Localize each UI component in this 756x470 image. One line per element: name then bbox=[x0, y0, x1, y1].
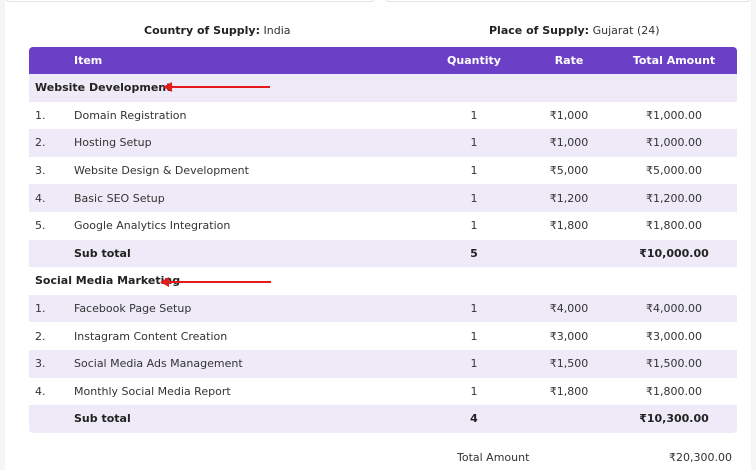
section-header-row: Social Media Marketing bbox=[29, 267, 737, 295]
item-name: Domain Registration bbox=[74, 108, 187, 122]
table-body: Website Development 1. Domain Registration… bbox=[29, 74, 737, 433]
country-of-supply: Country of Supply: India bbox=[144, 24, 291, 37]
item-name: Instagram Content Creation bbox=[74, 329, 228, 343]
item-total: ₹5,000.00 bbox=[646, 164, 702, 178]
item-quantity: 1 bbox=[470, 164, 478, 178]
item-name: Facebook Page Setup bbox=[74, 302, 192, 316]
header-total-amount: Total Amount bbox=[632, 54, 716, 67]
header-item: Item bbox=[74, 54, 103, 67]
item-rate: ₹1,500 bbox=[549, 357, 589, 371]
subtotal-total: ₹10,300.00 bbox=[639, 412, 709, 426]
row-number: 5. bbox=[35, 219, 46, 233]
item-quantity: 1 bbox=[470, 357, 478, 371]
row-number: 2. bbox=[35, 136, 46, 150]
table-header: Item Quantity Rate Total Amount bbox=[29, 47, 737, 74]
item-total: ₹1,800.00 bbox=[646, 384, 702, 398]
table-row: 3. Social Media Ads Management 1 ₹1,500 ₹1,5… bbox=[29, 349, 737, 378]
total-amount-value: ₹20,300.00 bbox=[669, 451, 732, 464]
place-value: Gujarat (24) bbox=[592, 24, 660, 37]
item-rate: ₹3,000 bbox=[549, 329, 589, 343]
invoice-card: Country of Supply: India Place of Supply… bbox=[5, 0, 751, 470]
top-right-panel bbox=[385, 0, 751, 2]
item-quantity: 1 bbox=[470, 108, 478, 122]
item-quantity: 1 bbox=[470, 302, 478, 316]
item-quantity: 1 bbox=[470, 384, 478, 398]
item-rate: ₹4,000 bbox=[549, 302, 589, 316]
country-value: India bbox=[263, 24, 291, 37]
item-name: Monthly Social Media Report bbox=[74, 384, 231, 398]
subtotal-label: Sub total bbox=[74, 246, 131, 260]
row-number: 3. bbox=[35, 164, 46, 178]
subtotal-row: Sub total 5 ₹10,000.00 bbox=[29, 239, 737, 268]
table-row: 1. Facebook Page Setup 1 ₹4,000 ₹4,000.00 bbox=[29, 294, 737, 323]
item-total: ₹1,000.00 bbox=[646, 108, 702, 122]
item-quantity: 1 bbox=[470, 191, 478, 205]
item-total: ₹1,800.00 bbox=[646, 219, 702, 233]
table-row: 2. Hosting Setup 1 ₹1,000 ₹1,000.00 bbox=[29, 129, 737, 157]
row-number: 1. bbox=[35, 302, 46, 316]
annotation-arrow-website-development bbox=[163, 82, 270, 92]
items-table: Item Quantity Rate Total Amount Website … bbox=[29, 47, 737, 433]
subtotal-quantity: 5 bbox=[470, 246, 478, 260]
place-of-supply: Place of Supply: Gujarat (24) bbox=[489, 24, 660, 37]
item-total: ₹1,200.00 bbox=[646, 191, 702, 205]
item-name: Website Design & Development bbox=[74, 164, 249, 178]
row-number: 3. bbox=[35, 357, 46, 371]
section-title: Social Media Marketing bbox=[35, 274, 181, 288]
item-rate: ₹1,800 bbox=[549, 384, 589, 398]
item-rate: ₹5,000 bbox=[549, 164, 589, 178]
item-quantity: 1 bbox=[470, 136, 478, 150]
top-left-panel bbox=[5, 0, 375, 2]
table-row: 2. Instagram Content Creation 1 ₹3,000 ₹3,00… bbox=[29, 322, 737, 350]
item-rate: ₹1,200 bbox=[549, 191, 589, 205]
subtotal-row: Sub total 4 ₹10,300.00 bbox=[29, 405, 737, 433]
item-quantity: 1 bbox=[470, 219, 478, 233]
row-number: 2. bbox=[35, 329, 46, 343]
subtotal-quantity: 4 bbox=[470, 412, 478, 426]
row-number: 1. bbox=[35, 108, 46, 122]
table-row: 4. Basic SEO Setup 1 ₹1,200 ₹1,200.00 bbox=[29, 184, 737, 212]
item-total: ₹1,000.00 bbox=[646, 136, 702, 150]
item-rate: ₹1,000 bbox=[549, 108, 589, 122]
annotation-arrow-social-media-marketing bbox=[160, 277, 271, 287]
subtotal-label: Sub total bbox=[74, 412, 131, 426]
header-rate: Rate bbox=[554, 54, 584, 67]
table-row: 4. Monthly Social Media Report 1 ₹1,800 ₹1,8… bbox=[29, 378, 737, 406]
country-label: Country of Supply: bbox=[144, 24, 260, 37]
place-label: Place of Supply: bbox=[489, 24, 590, 37]
item-quantity: 1 bbox=[470, 329, 478, 343]
section-header-row: Website Development bbox=[29, 74, 737, 102]
total-amount-label: Total Amount bbox=[457, 451, 530, 464]
item-name: Google Analytics Integration bbox=[74, 219, 231, 233]
table-row: 3. Website Design & Development 1 ₹5,000 ₹5,… bbox=[29, 157, 737, 185]
item-total: ₹1,500.00 bbox=[646, 357, 702, 371]
item-name: Hosting Setup bbox=[74, 136, 152, 150]
subtotal-total: ₹10,000.00 bbox=[639, 246, 709, 260]
table-row: 1. Domain Registration 1 ₹1,000 ₹1,000.00 bbox=[29, 102, 737, 130]
header-quantity: Quantity bbox=[447, 54, 501, 67]
section-title: Website Development bbox=[35, 81, 172, 95]
item-rate: ₹1,000 bbox=[549, 136, 589, 150]
item-name: Basic SEO Setup bbox=[74, 191, 165, 205]
row-number: 4. bbox=[35, 191, 46, 205]
item-name: Social Media Ads Management bbox=[74, 357, 243, 371]
row-number: 4. bbox=[35, 384, 46, 398]
item-total: ₹3,000.00 bbox=[646, 329, 702, 343]
table-row: 5. Google Analytics Integration 1 ₹1,800 ₹1,… bbox=[29, 212, 737, 240]
item-total: ₹4,000.00 bbox=[646, 302, 702, 316]
item-rate: ₹1,800 bbox=[549, 219, 589, 233]
